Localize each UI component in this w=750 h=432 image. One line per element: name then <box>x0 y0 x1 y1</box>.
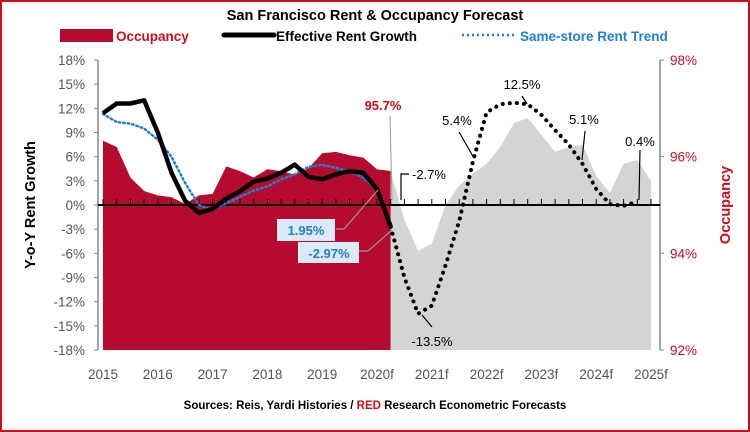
leader-same-store-2020q2 <box>359 229 393 252</box>
leader-rent-peak <box>521 95 528 105</box>
y-left-tick-label: -3% <box>61 222 85 237</box>
leader-rent-2021q4 <box>458 131 475 159</box>
y-right-tick-label: 94% <box>670 246 697 261</box>
leader-rent-2024q4 <box>638 149 641 201</box>
y-left-tick-label: 12% <box>58 101 85 116</box>
leader-rent-2020 <box>400 173 409 200</box>
x-tick-label: 2021f <box>415 367 449 382</box>
source-note: Sources: Reis, Yardi Histories / RED Res… <box>184 400 567 412</box>
y-left-tick-label: -6% <box>61 246 85 261</box>
callout-same-store-2020q1 <box>277 219 335 241</box>
occupancy-forecast-area <box>390 118 651 350</box>
leader-rent-trough <box>421 314 433 328</box>
y-right-tick-label: 98% <box>670 53 697 68</box>
annotation-same-store-2020q2: -2.97% <box>308 246 350 261</box>
annotation-rent-peak: 12.5% <box>504 77 541 92</box>
y-right-tick-label: 96% <box>670 150 697 165</box>
annotation-rent-2024q4: 0.4% <box>625 134 655 149</box>
legend-same-store-label: Same-store Rent Trend <box>520 29 668 44</box>
annotation-rent-trough: -13.5% <box>411 334 453 349</box>
y-right-tick-label: 92% <box>670 343 697 358</box>
y-left-tick-label: -12% <box>53 295 85 310</box>
annotation-rent-2021q4: 5.4% <box>442 113 472 128</box>
leader-same-store-2020q1 <box>336 189 379 230</box>
x-tick-label: 2017 <box>198 367 228 382</box>
annotations: 95.7% -2.7% -13.5% 5.4% 12.5% 5.1% 0.4% … <box>277 77 655 349</box>
y-left-tick-label: 6% <box>65 150 85 165</box>
x-tick-label: 2019 <box>307 367 337 382</box>
legend-rent-label: Effective Rent Growth <box>276 29 417 44</box>
annotation-same-store-2020q1: 1.95% <box>288 223 325 238</box>
leader-rent-2023q4 <box>581 130 586 161</box>
annotation-occ-2020: 95.7% <box>365 98 402 113</box>
same-store-rent-trend-line <box>101 112 392 231</box>
annotation-rent-2020: -2.7% <box>412 167 446 182</box>
x-tick-label: 2024f <box>579 367 613 382</box>
x-tick-label: 2020f <box>360 367 394 382</box>
effective-rent-growth-line <box>101 98 393 228</box>
callout-same-store-2020q2 <box>298 242 359 263</box>
y-left-tick-label: 15% <box>58 77 85 92</box>
y-left-tick-label: 0% <box>65 198 85 213</box>
legend: Occupancy Effective Rent Growth Same-sto… <box>60 29 668 44</box>
y-left-tick-label: -9% <box>61 271 85 286</box>
x-tick-label: 2015 <box>88 367 118 382</box>
leader-occ-2020 <box>389 115 393 201</box>
effective-rent-growth-forecast-line <box>388 100 640 317</box>
y-axis-right-title: Occupancy <box>718 166 734 244</box>
legend-occupancy-swatch <box>60 29 113 42</box>
x-tick-label: 2022f <box>470 367 504 382</box>
legend-occupancy-label: Occupancy <box>116 29 189 44</box>
y-left-tick-label: -15% <box>53 319 85 334</box>
y-axis-left-title: Y-o-Y Rent Growth <box>23 141 39 269</box>
x-tick-label: 2016 <box>143 367 173 382</box>
y-left-tick-label: 3% <box>65 174 85 189</box>
x-tick-label: 2025f <box>634 367 668 382</box>
annotation-rent-2023q4: 5.1% <box>569 112 599 127</box>
chart-title: San Francisco Rent & Occupancy Forecast <box>227 8 524 24</box>
y-left-tick-label: 9% <box>65 126 85 141</box>
y-left-tick-label: 18% <box>58 53 85 68</box>
x-tick-label: 2018 <box>252 367 282 382</box>
y-left-tick-label: -18% <box>53 343 85 358</box>
occupancy-history-area <box>103 140 391 350</box>
x-tick-label: 2023f <box>525 367 559 382</box>
